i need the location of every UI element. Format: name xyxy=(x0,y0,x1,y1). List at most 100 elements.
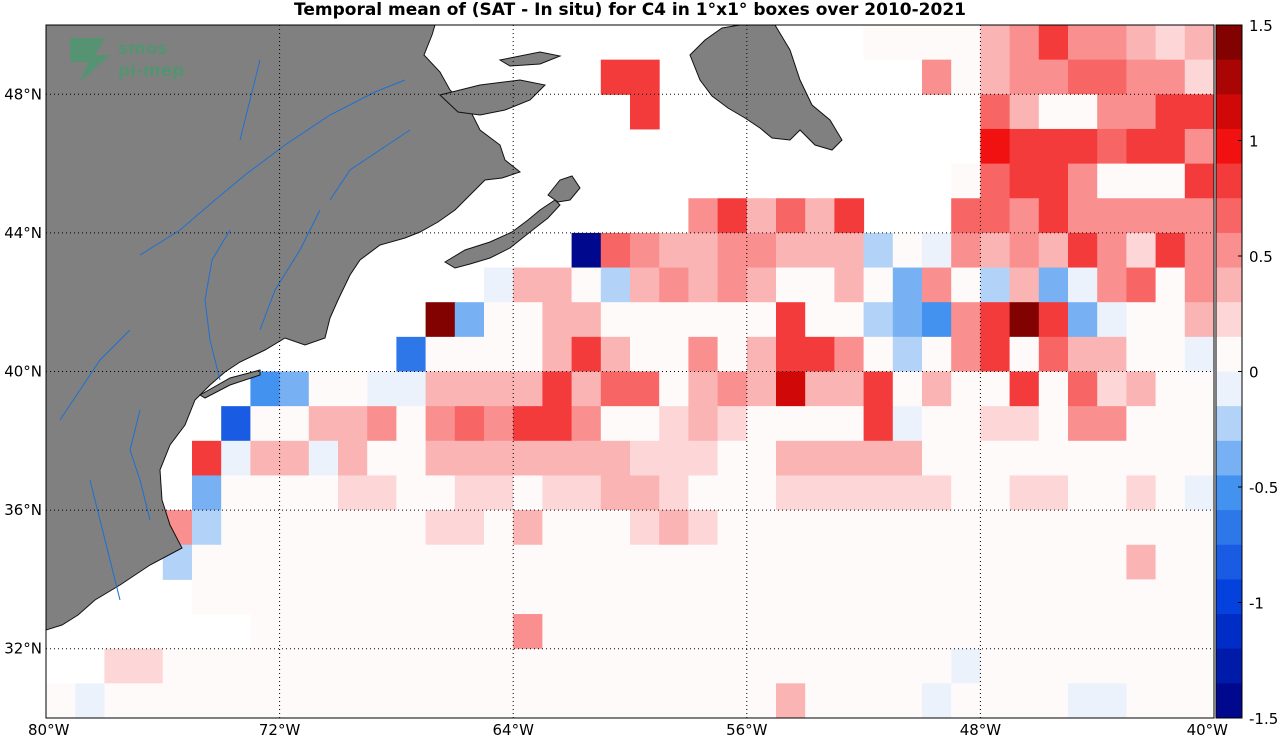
heatmap-cell xyxy=(1155,544,1186,580)
heatmap-cell xyxy=(746,336,777,372)
heatmap-cell xyxy=(425,614,456,650)
heatmap-cell xyxy=(688,406,719,442)
heatmap-cell xyxy=(717,232,748,269)
heatmap-cell xyxy=(571,648,602,684)
heatmap-cell xyxy=(425,648,456,684)
heatmap-cell xyxy=(542,683,573,718)
heatmap-cell xyxy=(630,94,660,130)
heatmap-cell xyxy=(892,475,923,511)
heatmap-cell xyxy=(454,683,485,718)
heatmap-cell xyxy=(922,25,952,61)
heatmap-cell xyxy=(572,718,602,738)
heatmap-cell xyxy=(600,232,631,269)
heatmap-cell xyxy=(1184,440,1214,476)
heatmap-cell xyxy=(922,475,952,511)
colorbar-tick-label: 1.5 xyxy=(1249,17,1273,35)
heatmap-cell xyxy=(1068,336,1098,372)
heatmap-cell xyxy=(1009,579,1040,615)
gaspe-peninsula xyxy=(438,79,547,116)
heatmap-cell xyxy=(221,544,251,580)
heatmap-cell xyxy=(542,267,573,303)
heatmap-cell xyxy=(454,440,485,476)
heatmap-cell xyxy=(338,579,368,615)
heatmap-cell xyxy=(600,302,631,338)
heatmap-cell xyxy=(980,648,1011,684)
heatmap-cell xyxy=(1038,302,1069,338)
heatmap-cell xyxy=(338,648,368,684)
heatmap-cell xyxy=(688,579,719,615)
heatmap-cell xyxy=(717,544,748,580)
heatmap-cell xyxy=(717,198,748,234)
heatmap-cell xyxy=(805,648,835,684)
heatmap-cell xyxy=(746,683,777,718)
heatmap-cell xyxy=(250,579,281,615)
heatmap-cell xyxy=(892,267,923,303)
heatmap-cell xyxy=(308,510,339,546)
heatmap-cell xyxy=(746,232,777,269)
heatmap-cell xyxy=(1068,163,1098,199)
watermark-line1: smos xyxy=(118,39,168,59)
heatmap-cell xyxy=(1068,614,1098,650)
colorbar-band xyxy=(1216,371,1242,407)
lat-tick-label: 44°N xyxy=(4,224,42,242)
heatmap-cell xyxy=(1009,232,1040,269)
heatmap-cell xyxy=(892,302,923,338)
heatmap-cell xyxy=(659,406,689,442)
heatmap-cell xyxy=(892,579,923,615)
heatmap-cell xyxy=(1097,614,1127,650)
heatmap-cell xyxy=(1068,267,1098,303)
heatmap-cell xyxy=(980,406,1011,442)
heatmap-cell xyxy=(542,302,573,338)
heatmap-cell xyxy=(600,336,631,372)
heatmap-cell xyxy=(1009,25,1040,61)
heatmap-cell xyxy=(834,267,865,303)
heatmap-cell xyxy=(776,648,806,684)
heatmap-cell xyxy=(892,371,923,407)
heatmap-cell xyxy=(863,25,894,61)
heatmap-cell xyxy=(1155,232,1186,269)
heatmap-cell xyxy=(951,440,981,476)
heatmap-cell xyxy=(1184,302,1214,338)
heatmap-cell xyxy=(571,579,602,615)
heatmap-cell xyxy=(454,544,485,580)
heatmap-cell xyxy=(1126,406,1157,442)
heatmap-cell xyxy=(250,648,281,684)
colorbar-tick-label: 0 xyxy=(1249,364,1259,382)
heatmap-cell xyxy=(1068,128,1098,165)
heatmap-cell xyxy=(980,25,1011,61)
heatmap-cell xyxy=(279,440,310,476)
heatmap-cell xyxy=(367,544,397,580)
colorbar-tick-label: -1 xyxy=(1249,595,1264,613)
heatmap-cell xyxy=(1038,198,1069,234)
heatmap-cell xyxy=(776,302,806,338)
heatmap-cell xyxy=(980,198,1011,234)
heatmap-cell xyxy=(892,440,923,476)
heatmap-cell xyxy=(1155,510,1186,546)
watermark-logo xyxy=(70,38,110,82)
heatmap-cell xyxy=(513,579,543,615)
colorbar-band xyxy=(1216,59,1242,95)
heatmap-cell xyxy=(308,475,339,511)
heatmap-cell xyxy=(746,371,777,407)
colorbar-band xyxy=(1216,163,1242,199)
colorbar-tick-label: 0.5 xyxy=(1249,248,1273,266)
heatmap-cell xyxy=(1009,406,1040,442)
heatmap-cell xyxy=(367,406,397,442)
heatmap-cell xyxy=(717,648,748,684)
heatmap-cell xyxy=(659,648,689,684)
heatmap-cell xyxy=(600,406,631,442)
heatmap-cell xyxy=(1126,232,1157,269)
heatmap-cell xyxy=(980,59,1011,95)
heatmap-cell xyxy=(192,475,222,511)
heatmap-cell xyxy=(513,475,543,511)
heatmap-cell xyxy=(717,371,748,407)
heatmap-cell xyxy=(776,475,806,511)
heatmap-cell xyxy=(542,440,573,476)
heatmap-cell xyxy=(1097,59,1127,95)
heatmap-cell xyxy=(922,648,952,684)
heatmap-cell xyxy=(776,267,806,303)
heatmap-cell xyxy=(776,406,806,442)
heatmap-cell xyxy=(1126,267,1157,303)
heatmap-cell xyxy=(630,59,660,95)
heatmap-cell xyxy=(1184,406,1214,442)
